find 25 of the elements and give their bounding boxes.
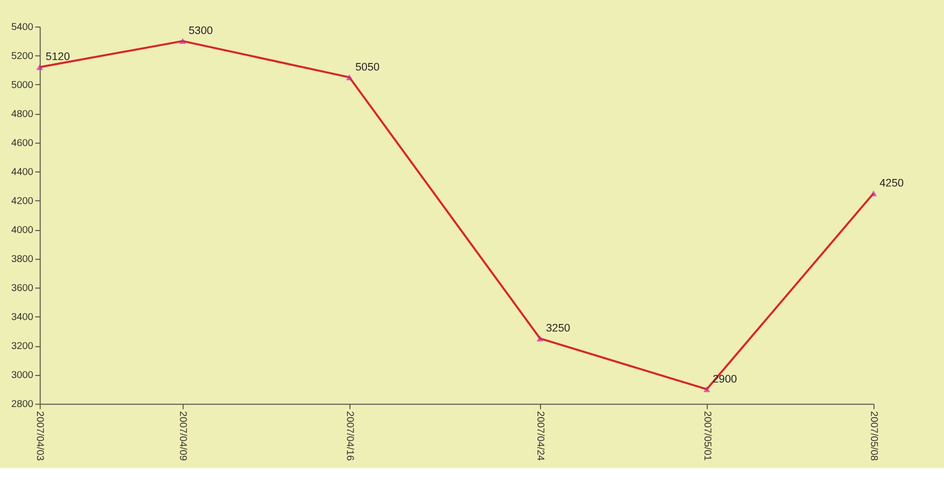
x-tick-label: 2007/04/24 — [534, 411, 546, 462]
y-tick-label: 3000 — [11, 370, 34, 382]
data-label: 4250 — [879, 177, 904, 190]
y-tick-label: 2800 — [11, 399, 34, 410]
data-label: 5120 — [46, 51, 70, 64]
x-tick-label: 2007/04/03 — [34, 411, 46, 462]
y-tick-label: 5400 — [11, 22, 34, 34]
x-tick-label: 2007/04/09 — [177, 411, 188, 462]
y-tick-label: 4200 — [11, 196, 34, 208]
y-tick-label: 4600 — [11, 138, 34, 150]
y-tick-label: 3200 — [11, 341, 34, 352]
data-label: 5300 — [188, 25, 213, 38]
y-tick-label: 4800 — [11, 109, 34, 120]
y-tick-label: 5200 — [11, 51, 34, 62]
x-tick-label: 2007/05/08 — [868, 411, 880, 462]
x-tick-label: 2007/04/16 — [344, 411, 355, 462]
y-tick-label: 5000 — [11, 80, 34, 92]
data-label: 5050 — [355, 61, 380, 74]
y-tick-label: 3800 — [11, 254, 34, 266]
y-tick-label: 4000 — [11, 225, 34, 236]
y-tick-label: 4400 — [11, 167, 34, 178]
x-tick-label: 2007/05/01 — [701, 411, 712, 462]
y-tick-label: 3600 — [11, 283, 34, 294]
data-label: 3250 — [546, 322, 570, 335]
y-tick-label: 3400 — [11, 312, 34, 324]
